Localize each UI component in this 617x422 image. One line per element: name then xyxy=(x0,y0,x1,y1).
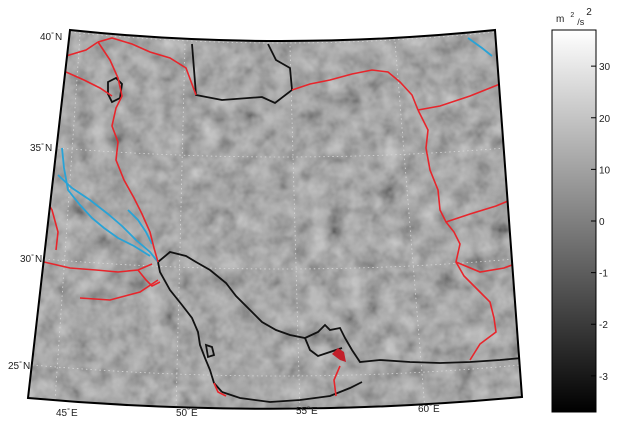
graticule-lon-60 xyxy=(394,41,426,409)
anomaly-field xyxy=(28,30,522,409)
colorbar-gradient xyxy=(551,29,597,413)
border-uae xyxy=(213,382,227,397)
lat-label-25: 25°N xyxy=(8,360,30,372)
border-turkey-north xyxy=(65,41,99,57)
colorbar: m 2/s2 30 20 10 0 -1 -2 -3 xyxy=(551,7,611,413)
border-iran-east xyxy=(417,109,497,361)
graticule-lat-35 xyxy=(57,147,506,158)
coastline-peninsula xyxy=(332,348,346,362)
lon-label-45: 45°E xyxy=(56,407,78,419)
lon-labels: 45°E 50°E 55°E 60°E xyxy=(56,403,440,419)
colorbar-ticks: 30 20 10 0 -1 -2 -3 xyxy=(591,62,611,383)
colorbar-tick-label: 20 xyxy=(599,114,611,125)
colorbar-tick-label: 30 xyxy=(599,62,611,73)
river-tigris xyxy=(57,174,159,263)
colorbar-tick-label: -2 xyxy=(599,320,608,331)
lon-label-60: 60°E xyxy=(418,403,440,415)
border-iran-north xyxy=(97,37,197,96)
coastline-oman xyxy=(304,337,343,358)
lat-label-35: 35°N xyxy=(30,142,52,154)
border-turkey-iraq xyxy=(65,71,113,97)
graticule-lat-40 xyxy=(69,31,496,44)
river-euphrates xyxy=(61,147,151,257)
colorbar-tick-label: -1 xyxy=(599,269,608,280)
colorbar-unit: m 2/s2 xyxy=(556,7,592,27)
lat-label-30: 30°N xyxy=(20,253,42,265)
river-karun xyxy=(127,209,153,245)
border-arabia-inner xyxy=(79,279,159,301)
border-iran-west xyxy=(97,41,159,263)
graticule xyxy=(31,31,521,409)
coastline-bahrain xyxy=(204,343,216,359)
lat-label-40: 40°N xyxy=(40,31,62,43)
colorbar-tick-label: -3 xyxy=(599,372,608,383)
coastline-gulf-west xyxy=(157,261,223,393)
border-oman xyxy=(333,365,341,397)
map-frame xyxy=(26,28,524,410)
border-iraq-arabia xyxy=(43,261,153,273)
lon-label-55: 55°E xyxy=(296,405,318,417)
coastline-arabia-south xyxy=(221,381,363,403)
borders xyxy=(39,37,521,397)
lon-label-50: 50°E xyxy=(176,407,198,419)
coastline-caspian xyxy=(191,43,293,105)
river-nw xyxy=(467,37,493,57)
border-kuwait xyxy=(137,269,161,287)
border-iran-caspian-east xyxy=(291,69,419,111)
coastlines xyxy=(107,43,522,403)
graticule-lat-25 xyxy=(31,364,521,377)
colorbar-tick-label: 0 xyxy=(599,217,605,228)
colorbar-tick-label: 10 xyxy=(599,165,611,176)
rivers xyxy=(57,37,493,263)
coastline-gulf-east xyxy=(157,251,522,364)
lat-labels: 40°N 35°N 30°N 25°N xyxy=(8,31,62,372)
